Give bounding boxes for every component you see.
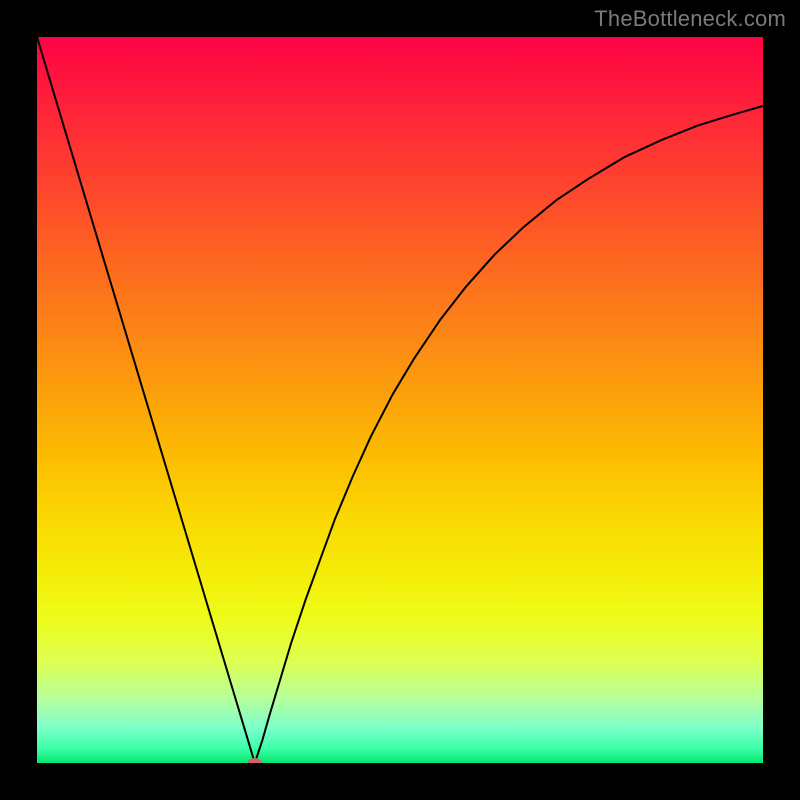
bottleneck-curve-plot: [37, 37, 763, 763]
chart-frame: TheBottleneck.com: [0, 0, 800, 800]
watermark-text: TheBottleneck.com: [594, 6, 786, 32]
